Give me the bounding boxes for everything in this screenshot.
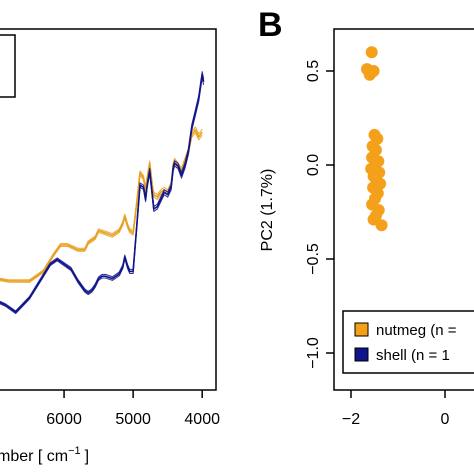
spectrum-line-series-1-rep-0 (0, 71, 205, 312)
spectrum-line-series-0-rep-0 (0, 126, 203, 281)
panel-b-legend: nutmeg (n = shell (n = 1 (342, 310, 474, 374)
y-tick-label-0: 0.5 (305, 60, 322, 82)
panel-a-x-axis-label: mber [ cm−1] (0, 445, 89, 465)
y-tick-label-3: −1.0 (305, 337, 322, 369)
panel-b-plot-frame (333, 28, 474, 391)
panel-b-scores: B 0.5 0.0 −0.5 −1.0 −2 0 PC2 (1.7%) nutmeg (… (258, 6, 474, 428)
panel-a-plot-frame (0, 28, 217, 391)
x-tick-label-2: 4000 (184, 411, 220, 428)
spectrum-line-series-1-rep-2 (0, 76, 205, 315)
x-tick-label-0: 6000 (46, 411, 82, 428)
legend-label-nutmeg: nutmeg (n = (376, 322, 457, 339)
panel-a-spectra: 6000 5000 4000 mber [ cm−1] (0, 28, 220, 465)
legend-swatch-nutmeg (354, 322, 369, 337)
spectrum-line-series-0-rep-1 (0, 129, 203, 282)
spectrum-line-series-0-rep-2 (0, 132, 203, 283)
y-tick-label-1: 0.0 (305, 154, 322, 176)
panel-a-x-ticks: 6000 5000 4000 (46, 390, 220, 428)
panel-b-legend-box (342, 310, 474, 374)
panel-b-y-axis-label: PC2 (1.7%) (259, 169, 276, 252)
x-tick-label-1: 5000 (115, 411, 151, 428)
panel-b-letter: B (258, 6, 283, 44)
panel-b-x-ticks: −2 0 (342, 390, 450, 428)
legend-label-shell: shell (n = 1 (376, 347, 450, 364)
panel-a-legend-box (0, 34, 16, 98)
panel-b-y-ticks: 0.5 0.0 −0.5 −1.0 (305, 60, 334, 369)
x-tick-label-0: −2 (342, 411, 360, 428)
legend-swatch-shell (354, 347, 369, 362)
spectrum-line-series-1-rep-1 (0, 73, 205, 313)
x-tick-label-1: 0 (441, 411, 450, 428)
score-point-0-23 (375, 219, 388, 232)
y-tick-label-2: −0.5 (305, 243, 322, 275)
score-point-0-3 (363, 68, 376, 81)
panel-b-points (361, 46, 388, 232)
panel-a-lines (0, 71, 205, 315)
score-point-0-0 (365, 46, 378, 59)
